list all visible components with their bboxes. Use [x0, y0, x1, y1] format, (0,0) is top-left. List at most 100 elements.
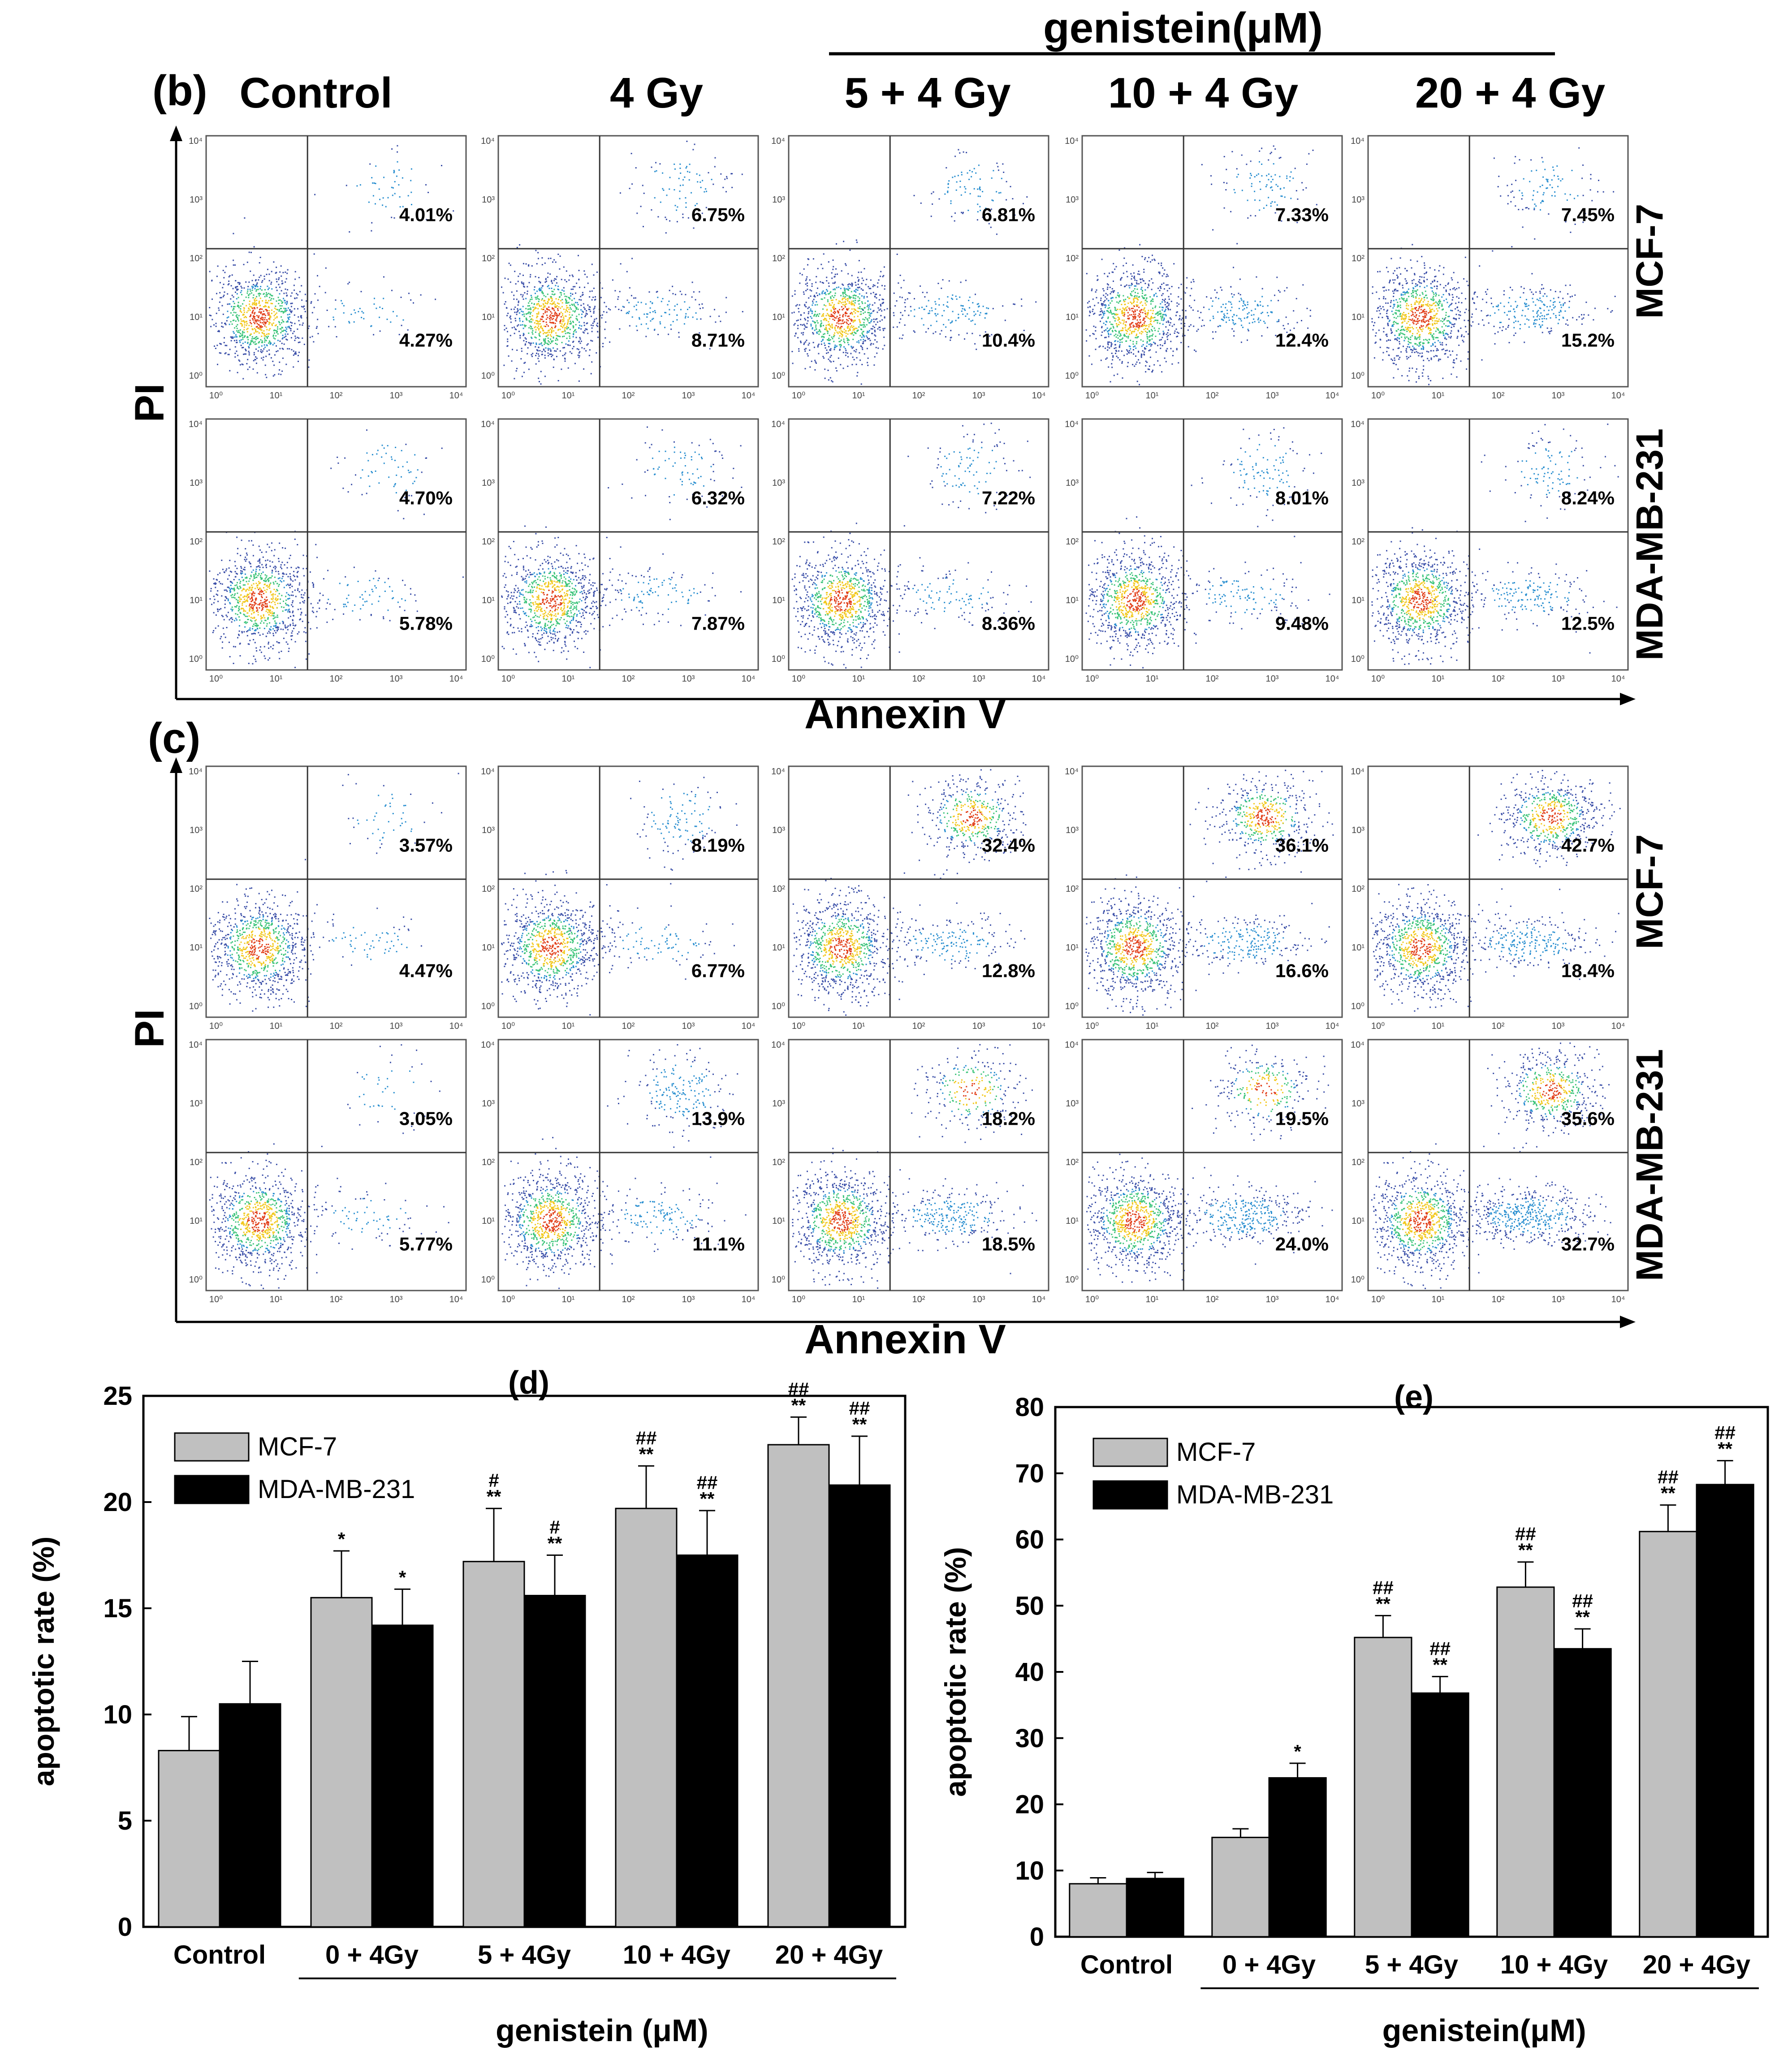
event-dot — [242, 337, 243, 338]
event-dot — [526, 314, 527, 315]
event-dot — [255, 305, 257, 306]
yaxis-label: PI — [127, 384, 173, 423]
event-dot — [501, 286, 502, 288]
event-dot — [293, 367, 294, 368]
event-dot — [566, 310, 567, 311]
event-dot — [245, 281, 246, 283]
event-dot — [234, 356, 236, 358]
event-dot — [273, 376, 274, 377]
event-dot — [242, 324, 243, 326]
event-dot — [291, 322, 293, 324]
event-dot — [544, 344, 545, 345]
event-dot — [265, 356, 267, 357]
figure: genistein(μM)(b) Control 4 Gy 5 + 4 Gy 10 + … — [0, 0, 1792, 2051]
event-dot — [261, 345, 263, 347]
event-dot — [298, 355, 299, 356]
event-dot — [410, 299, 411, 301]
event-dot — [540, 343, 542, 345]
event-dot — [538, 355, 540, 357]
event-dot — [536, 344, 537, 345]
event-dot — [258, 324, 259, 325]
event-dot — [255, 359, 256, 360]
event-dot — [221, 326, 222, 327]
event-dot — [260, 322, 261, 323]
event-dot — [514, 271, 515, 272]
event-dot — [264, 278, 265, 280]
event-dot — [397, 145, 398, 147]
event-dot — [281, 322, 282, 324]
event-dot — [245, 341, 246, 343]
event-dot — [538, 258, 539, 259]
event-dot — [519, 337, 521, 339]
event-dot — [548, 325, 549, 327]
event-dot — [271, 324, 272, 325]
event-dot — [535, 307, 537, 309]
event-dot — [596, 318, 597, 320]
event-dot — [383, 276, 384, 278]
event-dot — [550, 303, 551, 304]
event-dot — [618, 309, 619, 310]
event-dot — [245, 349, 246, 350]
event-dot — [252, 289, 253, 291]
event-dot — [557, 335, 558, 337]
event-dot — [256, 343, 257, 345]
event-dot — [563, 317, 564, 318]
event-dot — [553, 337, 554, 339]
event-dot — [557, 315, 558, 317]
event-dot — [359, 308, 361, 309]
event-dot — [254, 328, 255, 329]
event-dot — [308, 325, 310, 327]
event-dot — [544, 376, 546, 377]
event-dot — [249, 301, 250, 302]
event-dot — [243, 314, 245, 315]
event-dot — [532, 328, 533, 329]
event-dot — [556, 338, 557, 339]
event-dot — [266, 319, 268, 320]
event-dot — [504, 303, 505, 305]
event-dot — [343, 305, 345, 307]
event-dot — [238, 359, 240, 361]
event-dot — [257, 319, 259, 320]
event-dot — [531, 354, 532, 355]
event-dot — [232, 324, 233, 325]
event-dot — [220, 344, 222, 345]
event-dot — [413, 302, 414, 304]
event-dot — [550, 311, 551, 312]
event-dot — [557, 344, 558, 345]
event-dot — [256, 326, 257, 328]
event-dot — [518, 304, 519, 306]
upper-right-percent: 4.01% — [399, 204, 453, 225]
event-dot — [539, 281, 540, 282]
event-dot — [547, 317, 548, 318]
event-dot — [294, 315, 295, 316]
event-dot — [555, 279, 557, 280]
event-dot — [234, 340, 235, 341]
event-dot — [285, 289, 286, 290]
event-dot — [246, 317, 247, 318]
event-dot — [420, 294, 422, 296]
event-dot — [237, 286, 238, 287]
event-dot — [557, 305, 558, 307]
event-dot — [528, 369, 530, 370]
event-dot — [581, 341, 582, 342]
event-dot — [267, 312, 268, 314]
event-dot — [617, 298, 618, 300]
event-dot — [265, 302, 266, 303]
event-dot — [573, 341, 574, 342]
event-dot — [590, 340, 592, 341]
xaxis-label: Annexin V — [804, 691, 1006, 737]
event-dot — [264, 347, 266, 348]
event-dot — [237, 355, 238, 356]
event-dot — [232, 315, 233, 316]
event-dot — [305, 311, 306, 312]
event-dot — [376, 308, 377, 309]
event-dot — [563, 287, 565, 289]
event-dot — [250, 341, 252, 342]
event-dot — [566, 305, 567, 307]
event-dot — [558, 299, 559, 300]
event-dot — [551, 356, 552, 357]
event-dot — [270, 294, 271, 295]
event-dot — [252, 320, 254, 321]
event-dot — [522, 376, 523, 377]
event-dot — [262, 313, 263, 315]
